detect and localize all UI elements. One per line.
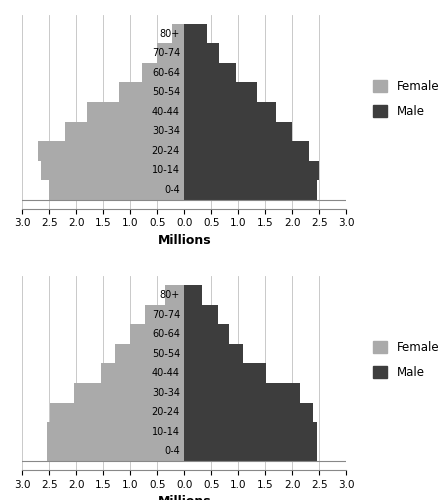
Bar (41, 160, 184, 180)
Bar (184, 285, 202, 304)
Bar (50, 402, 184, 422)
Bar (74, 383, 184, 402)
Bar (184, 82, 257, 102)
Text: 0-4: 0-4 (164, 446, 180, 456)
Bar (100, 364, 184, 383)
Bar (184, 141, 309, 161)
Bar (184, 44, 219, 63)
Bar (184, 122, 292, 141)
Bar (47, 422, 184, 442)
Text: 50-54: 50-54 (152, 348, 180, 358)
Bar (184, 160, 319, 180)
Bar (184, 364, 266, 383)
Bar (184, 442, 317, 461)
Bar (184, 344, 242, 364)
Bar (119, 82, 184, 102)
Bar (49, 180, 184, 200)
Bar (47, 442, 184, 461)
Bar (184, 402, 313, 422)
Bar (184, 324, 229, 344)
Legend: Female, Male: Female, Male (369, 75, 444, 122)
X-axis label: Millions: Millions (158, 496, 211, 500)
Text: 30-34: 30-34 (152, 388, 180, 398)
Bar (87, 102, 184, 122)
Bar (184, 383, 301, 402)
Bar (165, 285, 184, 304)
Text: 40-44: 40-44 (152, 107, 180, 117)
Text: 80+: 80+ (160, 290, 180, 300)
Bar (184, 102, 276, 122)
Bar (115, 344, 184, 364)
Text: 70-74: 70-74 (152, 310, 180, 320)
Bar (130, 324, 184, 344)
Bar (184, 304, 218, 324)
Bar (172, 24, 184, 44)
Text: 0-4: 0-4 (164, 185, 180, 195)
Text: 40-44: 40-44 (152, 368, 180, 378)
Text: 50-54: 50-54 (152, 88, 180, 98)
Bar (142, 63, 184, 82)
Text: 80+: 80+ (160, 28, 180, 38)
X-axis label: Millions: Millions (158, 234, 211, 247)
Text: 10-14: 10-14 (152, 166, 180, 175)
Text: 60-64: 60-64 (152, 329, 180, 339)
Bar (157, 44, 184, 63)
Bar (145, 304, 184, 324)
Bar (184, 63, 236, 82)
Bar (65, 122, 184, 141)
Text: 10-14: 10-14 (152, 427, 180, 437)
Text: 20-24: 20-24 (152, 146, 180, 156)
Bar (184, 24, 207, 44)
Text: 20-24: 20-24 (152, 408, 180, 418)
Text: 70-74: 70-74 (152, 48, 180, 58)
Bar (184, 180, 317, 200)
Text: 30-34: 30-34 (152, 126, 180, 136)
Text: 60-64: 60-64 (152, 68, 180, 78)
Bar (184, 422, 317, 442)
Legend: Female, Male: Female, Male (369, 336, 444, 384)
Bar (38, 141, 184, 161)
